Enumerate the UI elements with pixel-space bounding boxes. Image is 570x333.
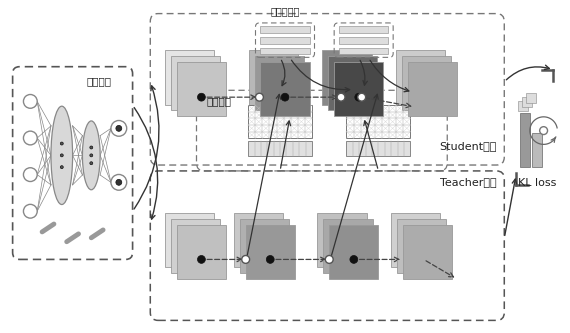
Text: 自温故模块: 自温故模块	[270, 7, 300, 17]
Bar	[240, 219, 289, 273]
Bar	[177, 224, 226, 279]
Bar	[165, 213, 214, 267]
Bar	[526, 93, 536, 103]
Bar	[339, 37, 388, 44]
Text: 传导模块: 传导模块	[206, 96, 231, 106]
Bar	[248, 105, 312, 138]
Circle shape	[355, 93, 363, 101]
Circle shape	[90, 154, 93, 157]
Text: Student模块: Student模块	[439, 141, 496, 151]
Bar	[323, 219, 373, 273]
Circle shape	[350, 255, 358, 263]
Circle shape	[337, 93, 345, 101]
Bar	[339, 48, 388, 54]
Bar	[347, 105, 410, 138]
Circle shape	[60, 154, 63, 157]
Circle shape	[358, 93, 365, 101]
Circle shape	[197, 93, 205, 101]
Circle shape	[242, 255, 250, 263]
Circle shape	[540, 127, 548, 135]
Bar	[246, 224, 295, 279]
Bar	[328, 56, 377, 111]
Bar	[249, 51, 298, 105]
Bar	[522, 97, 532, 107]
Bar	[317, 213, 367, 267]
Bar	[329, 224, 378, 279]
Bar	[532, 133, 542, 167]
Bar	[520, 113, 530, 167]
Bar	[391, 213, 441, 267]
Circle shape	[325, 255, 333, 263]
Bar	[339, 26, 388, 33]
Text: 校正模块: 校正模块	[87, 77, 112, 87]
Ellipse shape	[83, 121, 100, 190]
Bar	[396, 51, 445, 105]
Bar	[397, 219, 446, 273]
Bar	[408, 62, 457, 116]
Text: Teacher模块: Teacher模块	[440, 177, 496, 187]
Circle shape	[60, 166, 63, 168]
Text: KL loss: KL loss	[518, 177, 556, 187]
Bar	[347, 141, 410, 156]
Ellipse shape	[51, 106, 72, 204]
Bar	[248, 141, 312, 156]
Circle shape	[23, 131, 37, 145]
Bar	[323, 51, 372, 105]
Bar	[260, 26, 310, 33]
Circle shape	[116, 179, 122, 185]
Circle shape	[266, 255, 274, 263]
Circle shape	[111, 121, 127, 136]
Bar	[171, 219, 220, 273]
Circle shape	[197, 255, 205, 263]
Bar	[334, 62, 384, 116]
Bar	[402, 56, 451, 111]
Bar	[177, 62, 226, 116]
Circle shape	[90, 146, 93, 149]
Circle shape	[60, 142, 63, 145]
Circle shape	[255, 93, 263, 101]
Bar	[234, 213, 283, 267]
Circle shape	[116, 126, 122, 131]
Bar	[260, 48, 310, 54]
Circle shape	[23, 204, 37, 218]
Bar	[260, 62, 310, 116]
Circle shape	[90, 162, 93, 165]
Circle shape	[111, 174, 127, 190]
Circle shape	[23, 95, 37, 108]
Bar	[403, 224, 452, 279]
Circle shape	[281, 93, 289, 101]
Circle shape	[23, 168, 37, 181]
Bar	[255, 56, 304, 111]
Bar	[518, 101, 528, 111]
Bar	[171, 56, 220, 111]
Bar	[165, 51, 214, 105]
Bar	[260, 37, 310, 44]
